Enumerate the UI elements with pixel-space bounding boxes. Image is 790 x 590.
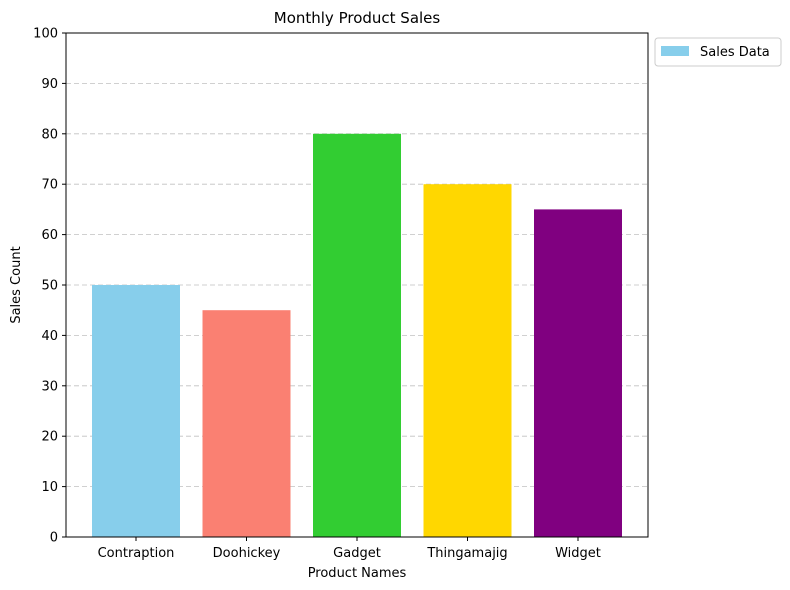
x-axis-label: Product Names: [308, 566, 407, 581]
y-axis-label: Sales Count: [9, 246, 24, 323]
x-tick-label: Contraption: [98, 546, 175, 561]
y-tick-label: 20: [41, 430, 58, 445]
x-tick-label: Thingamajig: [426, 546, 507, 561]
chart-title: Monthly Product Sales: [274, 9, 441, 27]
y-tick-label: 40: [41, 329, 58, 344]
y-tick-label: 90: [41, 77, 58, 92]
legend-label: Sales Data: [700, 45, 770, 60]
x-axis-ticks: Contraption Doohickey Gadget Thingamajig Wid…: [98, 537, 601, 561]
bar-gadget: [313, 133, 401, 538]
legend-frame: [654, 37, 782, 67]
legend-swatch: [661, 46, 689, 56]
x-tick-label: Gadget: [333, 546, 381, 561]
y-tick-label: 0: [50, 531, 58, 546]
y-tick-label: 100: [33, 27, 58, 42]
y-tick-label: 60: [41, 228, 58, 243]
y-tick-label: 80: [41, 127, 58, 142]
bar-contraption: [92, 285, 180, 537]
bar-thingamajig: [423, 184, 512, 537]
legend: Sales Data: [654, 37, 782, 67]
y-axis-ticks: 0 10 20 30 40 50 60 70 80 90 100: [33, 27, 66, 546]
y-tick-label: 50: [41, 279, 58, 294]
bars: [92, 133, 622, 538]
y-tick-label: 70: [41, 178, 58, 193]
y-tick-label: 30: [41, 379, 58, 394]
y-tick-label: 10: [41, 480, 58, 495]
bar-doohickey: [202, 310, 291, 537]
bar-widget: [534, 209, 622, 537]
x-tick-label: Widget: [555, 546, 601, 561]
x-tick-label: Doohickey: [213, 546, 281, 561]
